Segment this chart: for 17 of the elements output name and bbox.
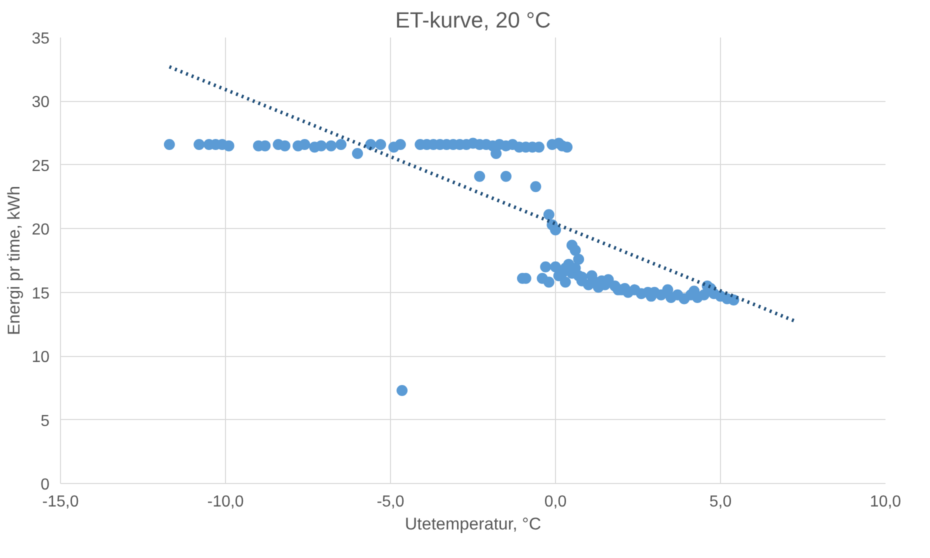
y-tick-label: 5 xyxy=(40,412,50,430)
y-tick-label: 20 xyxy=(32,222,50,239)
y-tick-label: 35 xyxy=(32,30,50,48)
x-tick-label: -5,0 xyxy=(376,494,404,510)
y-tick-label: 15 xyxy=(32,285,50,302)
y-tick-label: 30 xyxy=(32,94,50,112)
x-tick-label: 5,0 xyxy=(709,494,732,510)
x-axis-title: Utetemperatur, °C xyxy=(404,514,542,534)
x-tick-label: -10,0 xyxy=(207,494,244,510)
x-tick-label: -15,0 xyxy=(42,494,79,510)
x-tick-label: 0,0 xyxy=(544,494,567,510)
y-tick-label: 10 xyxy=(32,349,50,366)
x-tick-label: 10,0 xyxy=(870,494,902,510)
y-tick-label: 0 xyxy=(40,476,50,494)
y-axis-title: Energi pr time, kWh xyxy=(4,186,24,336)
y-tick-label: 25 xyxy=(32,158,50,175)
chart-title: ET-kurve, 20 °C xyxy=(395,8,551,32)
